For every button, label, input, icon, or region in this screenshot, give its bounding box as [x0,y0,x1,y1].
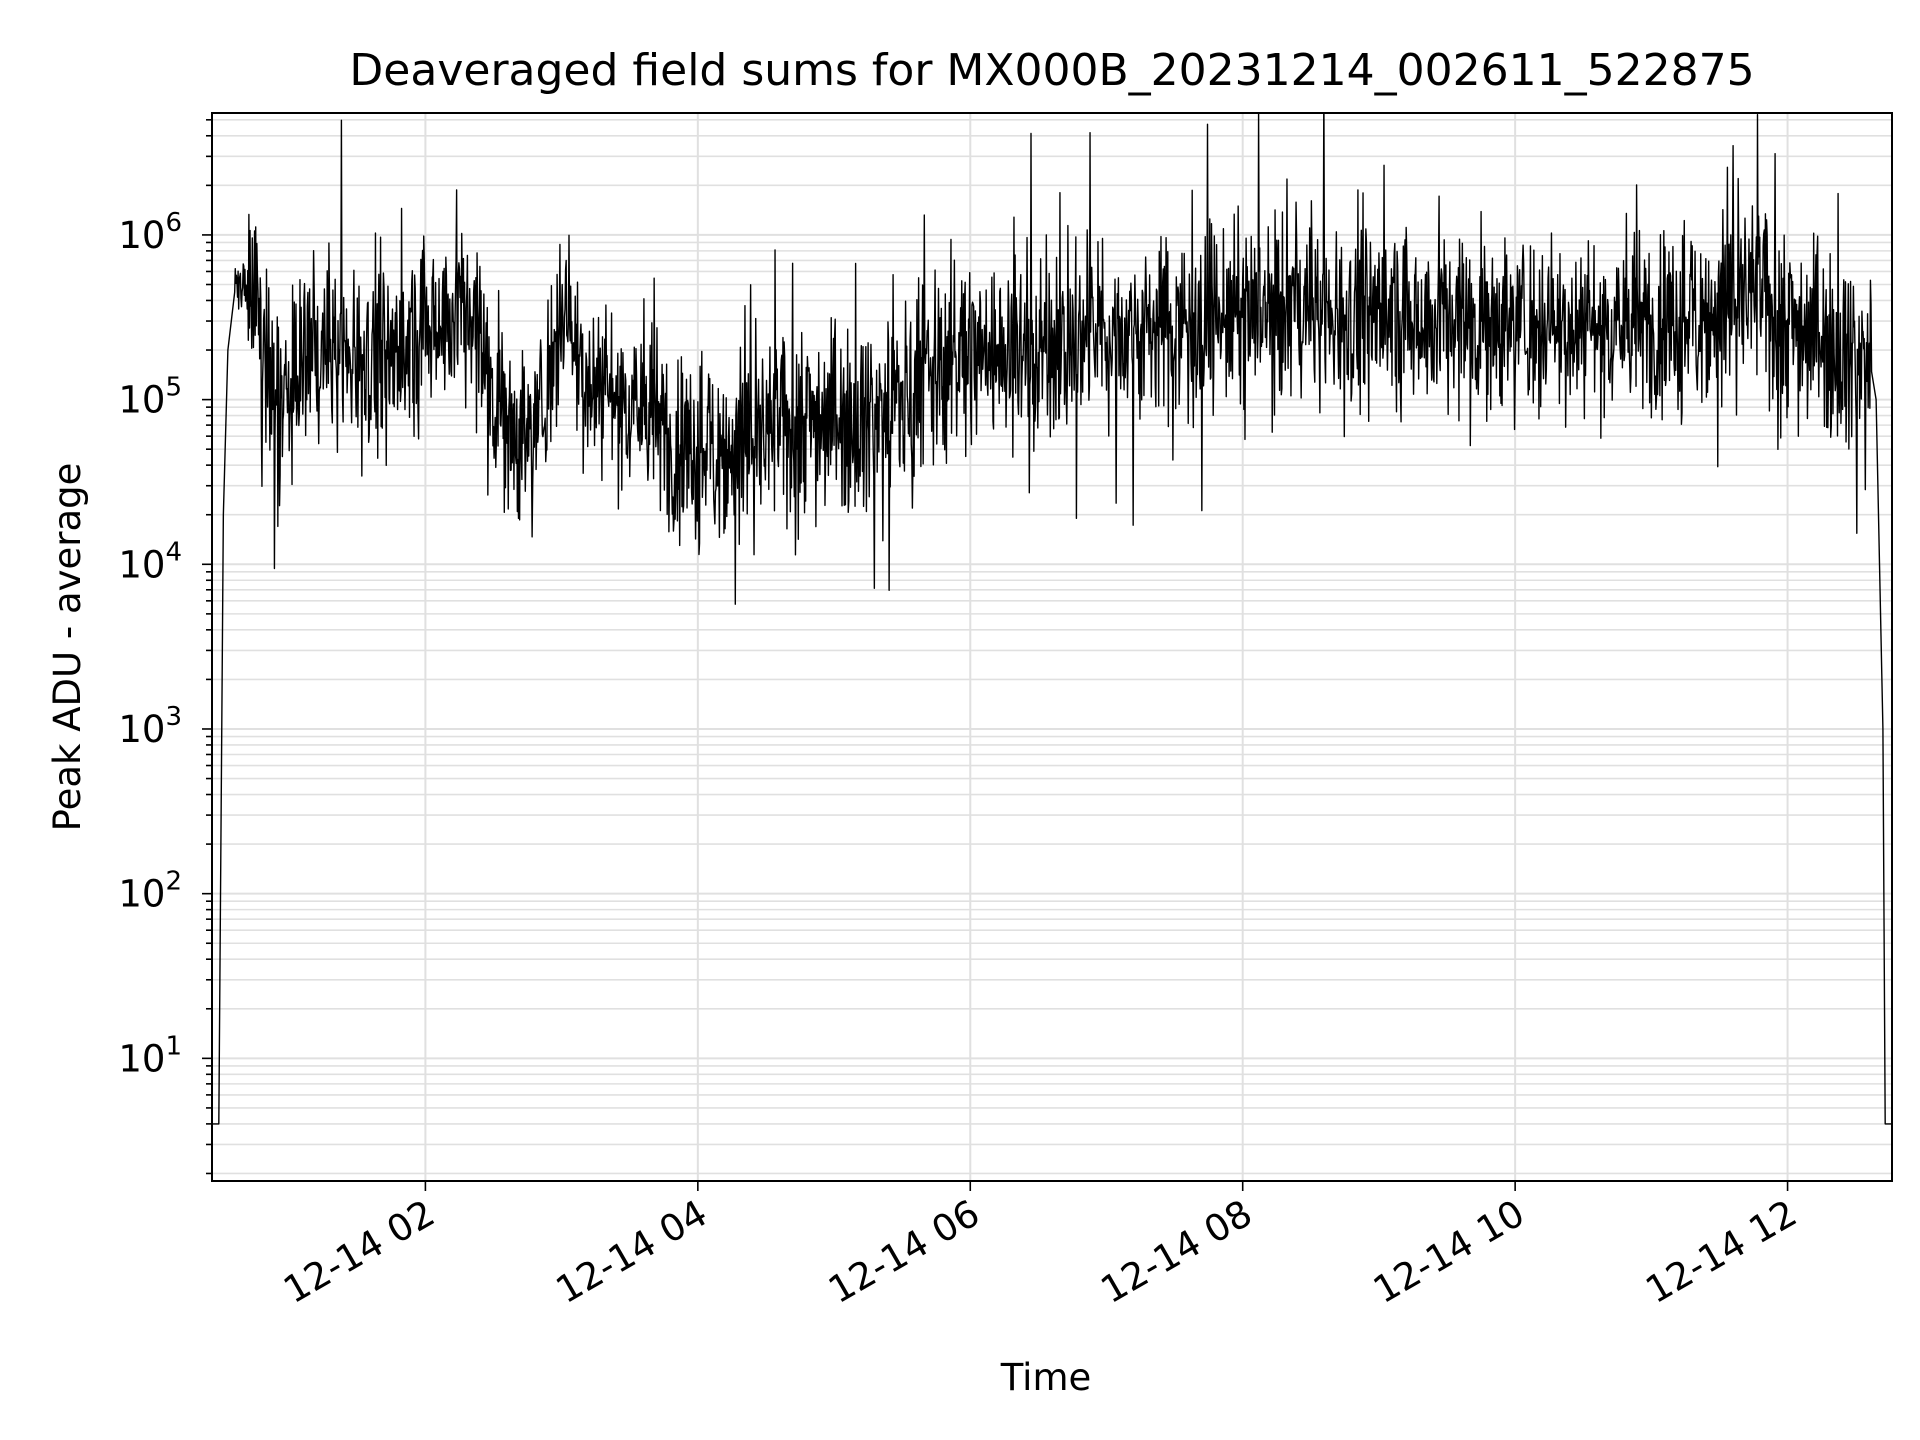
x-tick-label: 12-14 06 [821,1192,987,1312]
y-tick-label-exp: 4 [165,537,182,567]
y-tick-label-base: 10 [118,1037,165,1080]
x-tick-label: 12-14 04 [549,1192,715,1312]
y-tick-label: 104 [118,537,182,586]
x-tick-label: 12-14 08 [1094,1192,1260,1312]
y-tick-label-exp: 3 [165,702,182,732]
y-axis-label: Peak ADU - average [46,463,89,832]
plot-frame [211,112,1893,1182]
chart-title: Deaveraged field sums for MX000B_2023121… [349,45,1754,96]
y-tick-label: 105 [118,373,182,422]
x-tick-label: 12-14 02 [276,1192,442,1312]
y-tick-label-exp: 1 [165,1031,182,1061]
y-tick-label: 106 [118,208,182,257]
y-tick-label-base: 10 [118,379,165,422]
x-tick-label: 12-14 12 [1638,1192,1804,1312]
y-tick-label: 102 [118,867,182,916]
y-tick-label-base: 10 [118,214,165,257]
y-tick-label: 103 [118,702,182,751]
y-tick-label-exp: 2 [165,867,182,897]
y-tick-label: 101 [118,1031,182,1080]
plot-background [212,113,1892,1181]
y-tick-label-exp: 6 [165,208,182,238]
y-tick-label-base: 10 [118,543,165,586]
series-line [212,113,1892,1125]
y-tick-label-base: 10 [118,873,165,916]
grid [212,113,1892,1181]
x-axis-label: Time [1000,1356,1092,1399]
y-tick-label-exp: 5 [165,373,182,403]
y-tick-label-base: 10 [118,708,165,751]
x-axis: 12-14 02 12-14 04 12-14 06 12-14 08 12-14 10… [276,1181,1804,1312]
x-tick-label: 12-14 10 [1366,1192,1532,1312]
